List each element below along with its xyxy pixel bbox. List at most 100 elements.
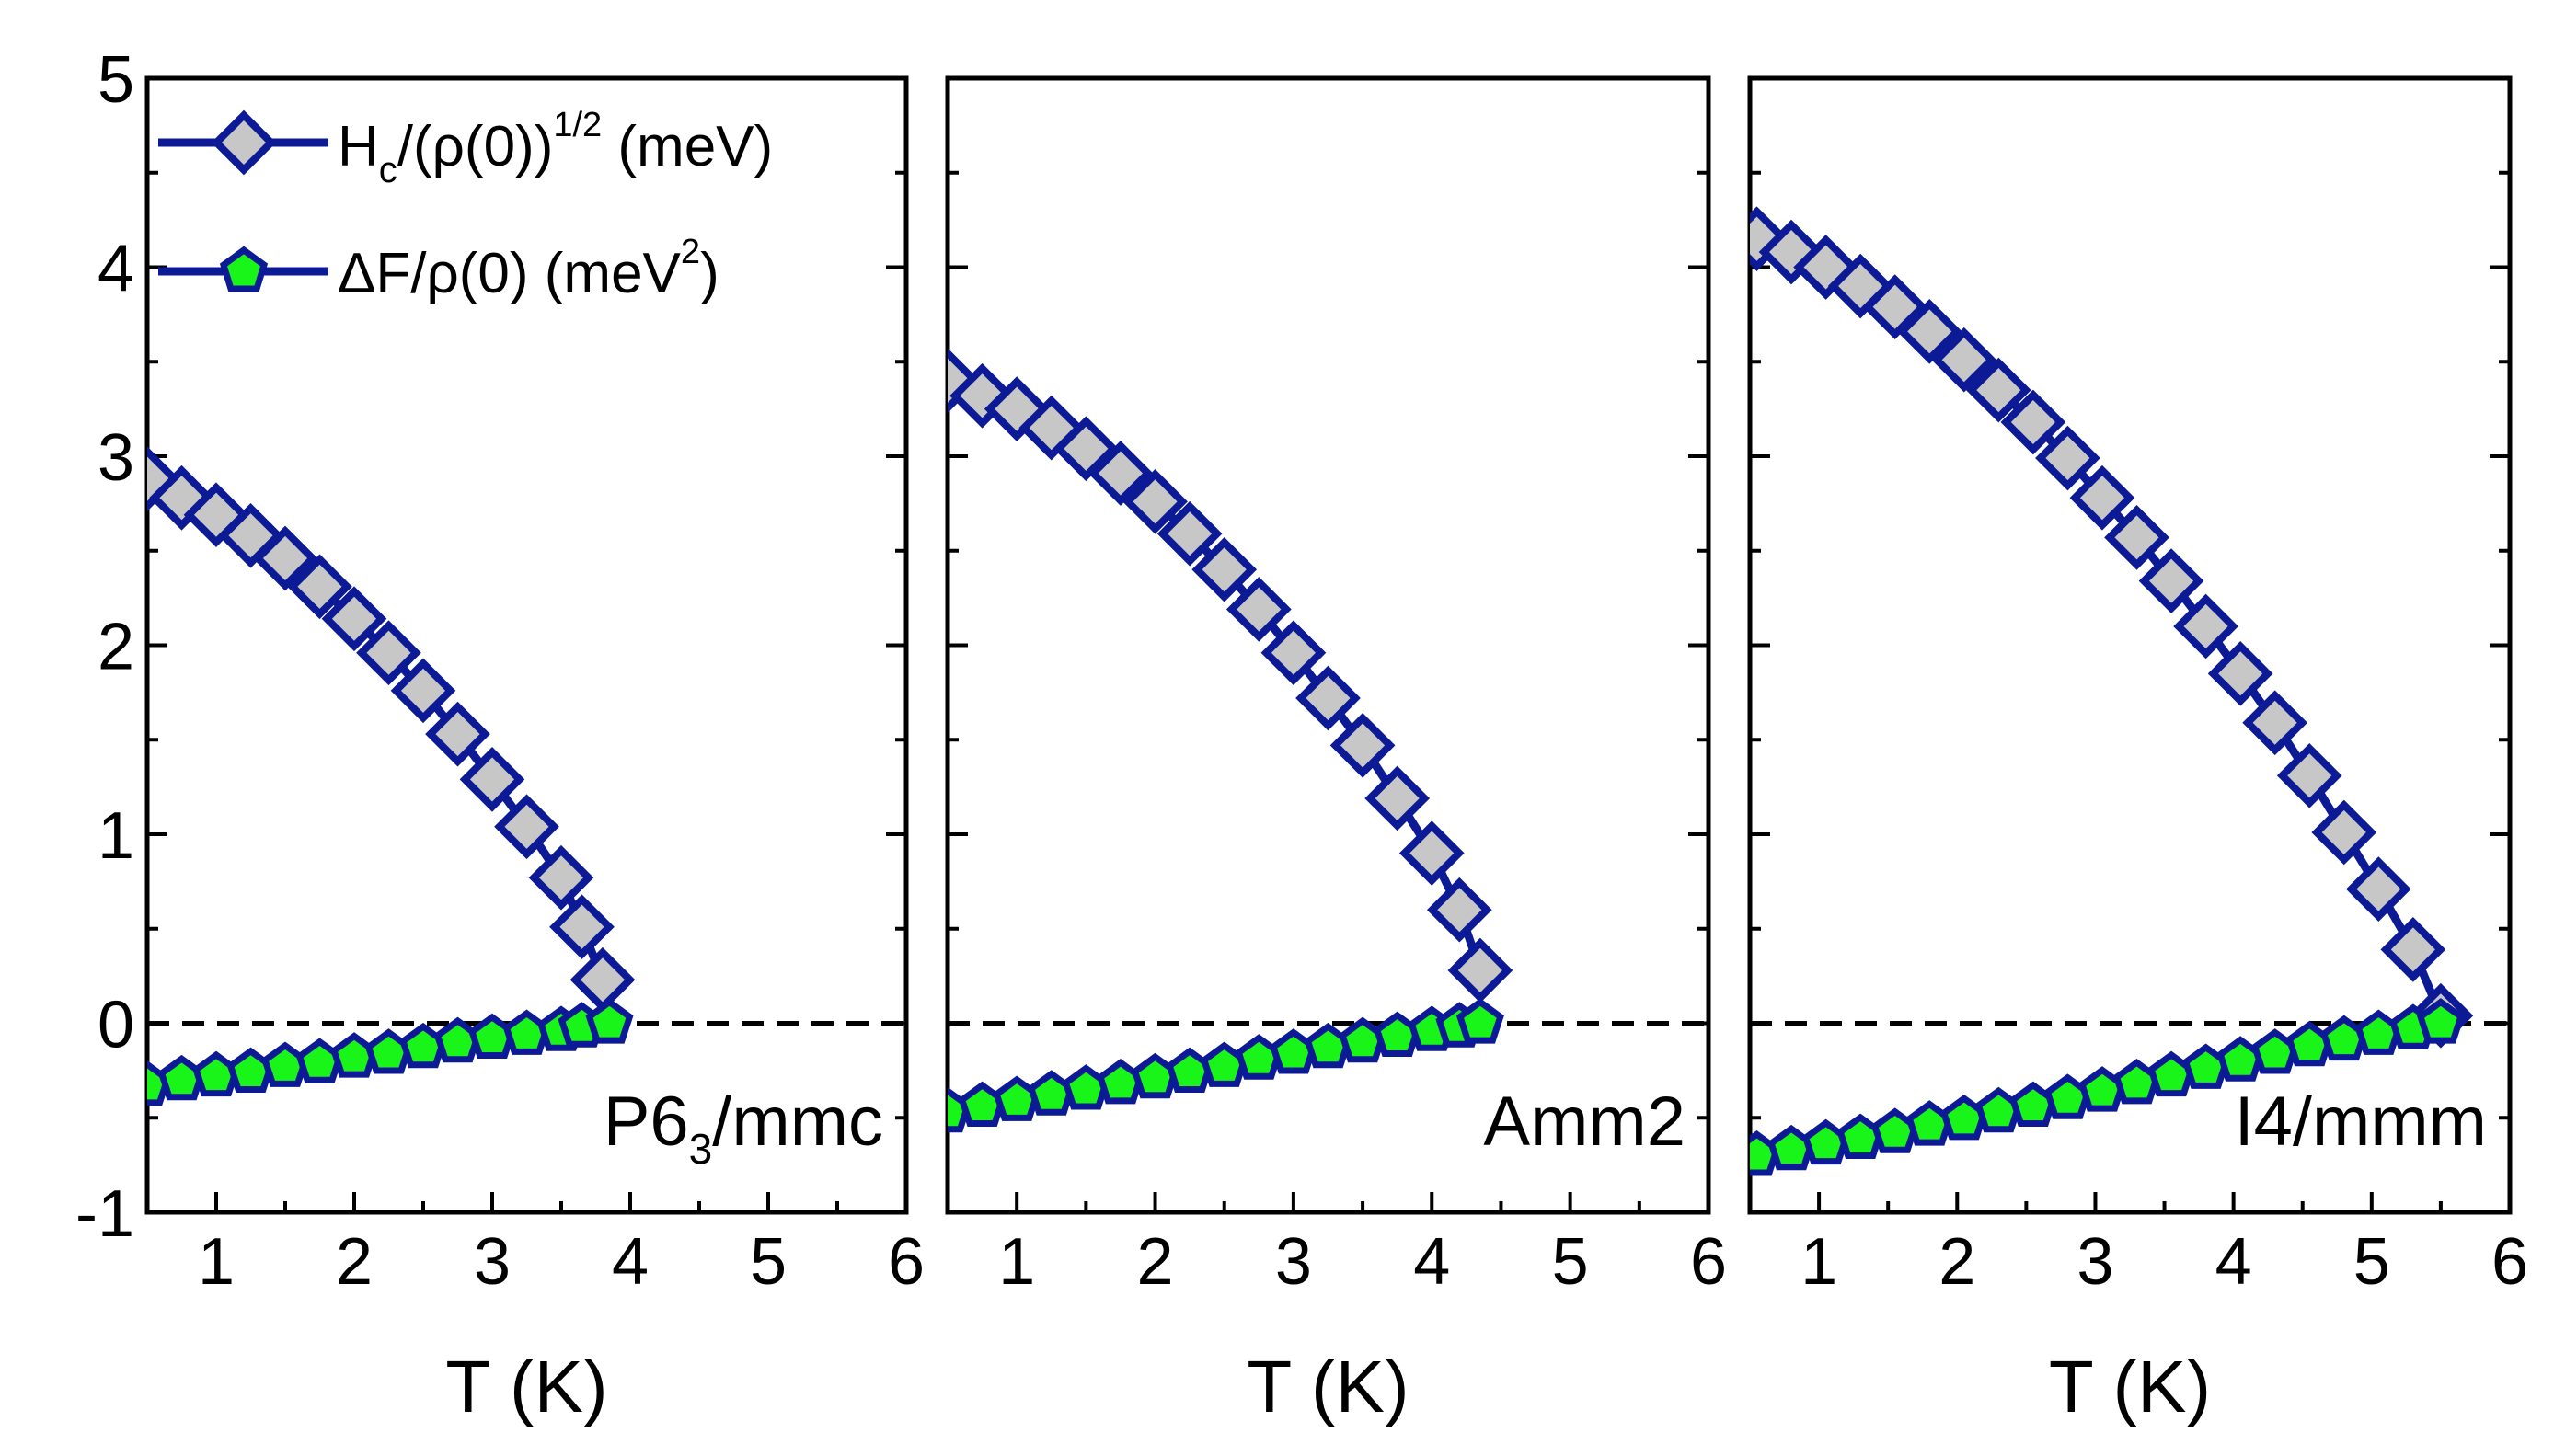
legend-hc-mid: /(ρ(0)) (397, 115, 554, 178)
y-tick-label: -1 (75, 1177, 134, 1251)
x-tick-label: 6 (1690, 1225, 1727, 1299)
legend-hc-marker (211, 109, 277, 176)
diamond-point (390, 658, 456, 724)
legend-hc-text: Hc/(ρ(0))1/2 (meV) (338, 106, 773, 190)
legend-df-marker (219, 246, 269, 292)
diamond-point (1896, 299, 1962, 364)
diamond-point (356, 620, 421, 686)
x-axis-title: T (K) (445, 1346, 607, 1427)
x-axis-title: T (K) (1247, 1346, 1409, 1427)
chart-panel-1: 1 2 3 4 5 6 -1 0 1 2 3 4 5 T (K) P63/mmc (75, 43, 925, 1427)
diamond-point (549, 894, 615, 960)
legend-df-main: ΔF/ρ(0) (meV (338, 242, 682, 305)
x-axis-title: T (K) (2049, 1346, 2211, 1427)
diamond-point (425, 701, 490, 767)
legend-df-sup: 2 (681, 233, 700, 271)
series-line-diamond (147, 475, 607, 981)
diamond-point (2035, 425, 2100, 491)
diamond-point (1398, 820, 1465, 886)
space-group-label: Amm2 (1483, 1083, 1685, 1161)
diamond-point (569, 946, 636, 1013)
diamond-point (1122, 468, 1188, 534)
x-tick-label: 6 (2491, 1225, 2528, 1299)
diamond-point (2000, 389, 2066, 455)
diamond-point (2380, 916, 2446, 982)
diamond-point (1295, 665, 1361, 731)
x-tick-label: 4 (2215, 1225, 2252, 1299)
space-group-main: Amm2 (1483, 1083, 1685, 1161)
x-tick-label: 5 (750, 1225, 787, 1299)
diamond-point (528, 844, 594, 911)
space-group-tail: /mmc (712, 1083, 883, 1161)
pentagon-point (585, 998, 634, 1044)
series-line-diamond (1754, 235, 2445, 1018)
x-tick-label: 6 (888, 1225, 925, 1299)
plot-area (948, 348, 1513, 1133)
diamond-point (2276, 742, 2342, 808)
plot-area (147, 446, 636, 1106)
y-tick-label: 0 (98, 989, 134, 1062)
legend: Hc/(ρ(0))1/2 (meV) ΔF/ρ(0) (meV2) (158, 106, 773, 305)
space-group-main: I4/mmm (2235, 1083, 2487, 1161)
legend-df-text: ΔF/ρ(0) (meV2) (338, 233, 719, 305)
chart-panel-2: 1 2 3 4 5 6 T (K) Amm2 (945, 75, 1727, 1427)
pentagon-point (2416, 998, 2465, 1044)
x-tick-label: 1 (198, 1225, 235, 1299)
y-tick-label: 4 (98, 233, 134, 306)
diamond-point (1191, 536, 1258, 602)
x-tick-label: 3 (1275, 1225, 1312, 1299)
legend-entry-hc: Hc/(ρ(0))1/2 (meV) (158, 106, 773, 190)
diamond-point (2069, 464, 2135, 531)
diamond-point (1260, 620, 1327, 686)
diamond-point (1447, 937, 1513, 1003)
x-tick-label: 2 (1939, 1225, 1975, 1299)
diamond-point (2345, 856, 2411, 922)
x-tick-label: 3 (474, 1225, 511, 1299)
x-tick-label: 4 (612, 1225, 649, 1299)
x-tick-label: 1 (1800, 1225, 1837, 1299)
x-tick-label: 3 (2077, 1225, 2113, 1299)
legend-hc-sub: c (379, 150, 397, 190)
diamond-point (2138, 548, 2204, 613)
y-tick-label: 3 (98, 421, 134, 495)
x-tick-label: 4 (1413, 1225, 1450, 1299)
panels: 1 2 3 4 5 6 -1 0 1 2 3 4 5 T (K) P63/mmc 1 2 3 4 5 6 T (K) Amm… (75, 43, 2528, 1427)
legend-hc-main: H (338, 115, 379, 178)
y-tick-label: 5 (98, 43, 134, 117)
chart-panel-3: 1 2 3 4 5 6 T (K) I4/mmm (1747, 75, 2528, 1427)
diamond-point (1329, 713, 1396, 778)
x-tick-label: 2 (336, 1225, 373, 1299)
diamond-point (252, 525, 318, 591)
plot-frame (1747, 75, 2513, 1215)
space-group-label: P63/mmc (604, 1083, 883, 1173)
diamond-point (2104, 505, 2169, 570)
y-tick-label: 1 (98, 799, 134, 873)
diamond-point (1225, 577, 1292, 642)
diamond-point (2207, 640, 2273, 706)
pentagon-point (1455, 998, 1504, 1044)
diamond-point (1156, 500, 1223, 567)
plot-area (1750, 206, 2474, 1176)
diamond-point (459, 747, 525, 812)
legend-entry-df: ΔF/ρ(0) (meV2) (158, 233, 719, 305)
y-tick-label: 2 (98, 611, 134, 684)
x-tick-label: 2 (1137, 1225, 1174, 1299)
legend-df-tail: ) (700, 242, 719, 305)
diamond-point (1426, 877, 1492, 943)
space-group-sub: 3 (689, 1125, 713, 1173)
diamond-point (287, 554, 352, 620)
diamond-point (494, 794, 559, 860)
x-tick-label: 5 (1552, 1225, 1589, 1299)
legend-hc-sup: 1/2 (553, 106, 602, 144)
diamond-point (2311, 799, 2377, 866)
diamond-point (1965, 357, 2031, 423)
plot-frame (945, 75, 1711, 1215)
series-line-diamond (948, 376, 1485, 972)
diamond-point (1364, 765, 1431, 831)
diamond-point (321, 586, 387, 652)
x-tick-label: 5 (2353, 1225, 2390, 1299)
x-tick-label: 1 (998, 1225, 1035, 1299)
diamond-point (1087, 441, 1154, 506)
legend-hc-tail: (meV) (602, 115, 773, 178)
